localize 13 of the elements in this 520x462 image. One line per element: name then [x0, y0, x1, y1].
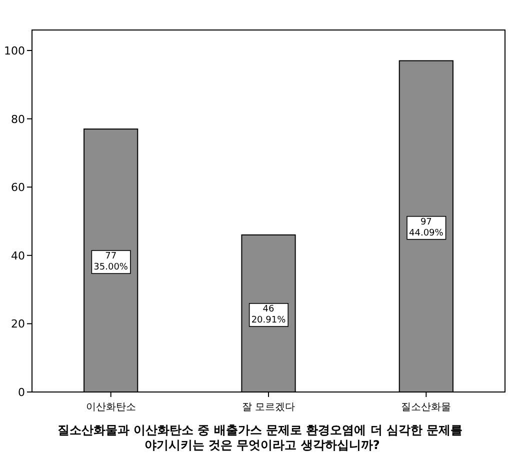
y-tick-label: 20 — [11, 318, 25, 331]
x-axis-title: 질소산화물과 이산화탄소 중 배출가스 문제로 환경오염에 더 심각한 문제를 야기시키는 것은 무엇이라고 생각하십니까? — [57, 423, 463, 452]
y-tick-label: 0 — [18, 386, 25, 399]
data-label: 97 44.09% — [409, 217, 444, 238]
x-tick-label: 질소산화물 — [401, 402, 452, 413]
y-tick-label: 100 — [4, 44, 25, 58]
y-tick-label: 80 — [11, 112, 25, 126]
x-tick-label: 이산화탄소 — [86, 402, 136, 413]
data-label: 77 35.00% — [94, 252, 128, 273]
y-tick-label: 60 — [11, 181, 25, 194]
y-tick-label: 40 — [11, 249, 25, 262]
x-tick-label: 잘 모르겠다 — [242, 402, 296, 413]
data-label: 46 20.91% — [251, 304, 286, 326]
